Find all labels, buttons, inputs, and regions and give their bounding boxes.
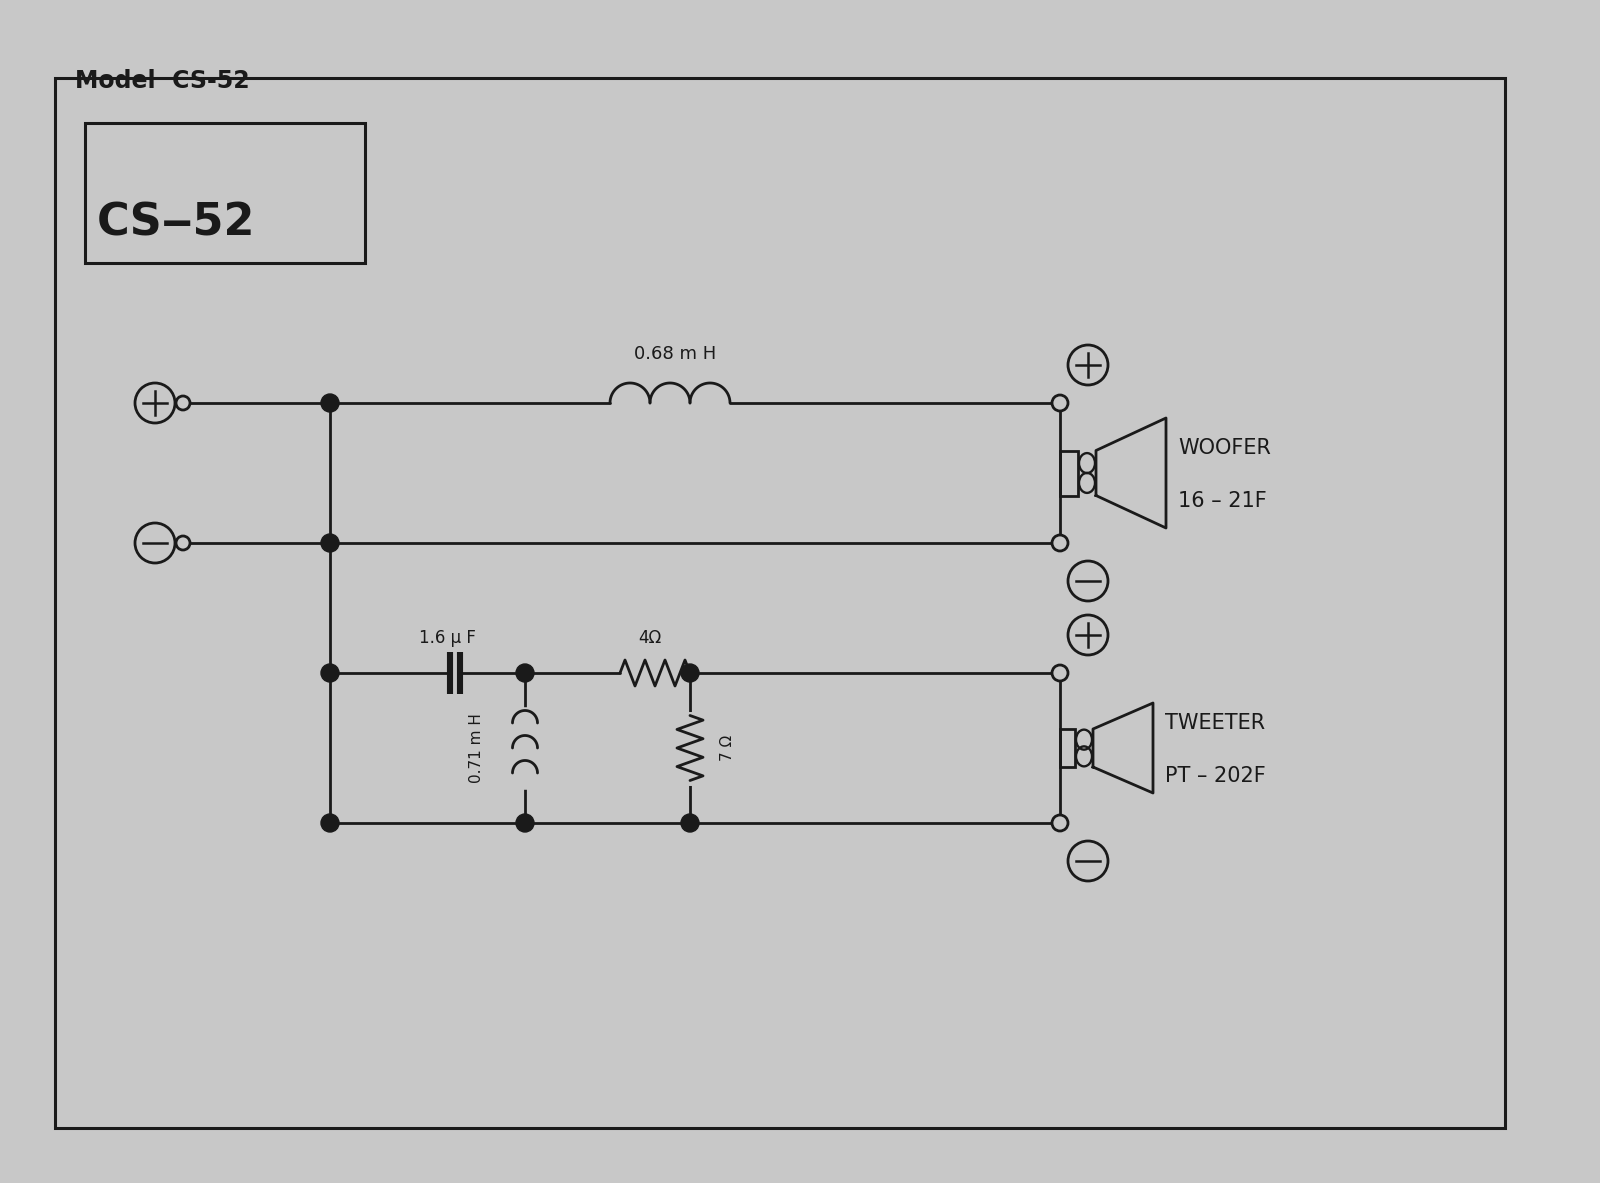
Text: TWEETER: TWEETER [1165,713,1266,733]
Bar [85,123,365,263]
Circle shape [515,664,534,683]
Text: 0.68 m H: 0.68 m H [634,345,717,363]
Circle shape [322,664,339,683]
Text: 4Ω: 4Ω [638,629,662,647]
Text: WOOFER: WOOFER [1178,438,1270,458]
Text: Model  CS-52: Model CS-52 [75,69,250,93]
Circle shape [1053,535,1069,551]
Circle shape [682,664,699,683]
Circle shape [176,536,190,550]
Text: 0.71 m H: 0.71 m H [469,713,485,783]
Text: PT – 202F: PT – 202F [1165,767,1266,786]
Text: 7 Ω: 7 Ω [720,735,736,761]
Circle shape [322,534,339,552]
Circle shape [1053,665,1069,681]
Circle shape [515,814,534,832]
Bar [1059,451,1078,496]
Bar [54,78,1506,1129]
Circle shape [682,814,699,832]
Circle shape [1053,815,1069,830]
Bar [1059,729,1075,767]
Circle shape [322,394,339,412]
Circle shape [1053,395,1069,411]
Text: 1.6 μ F: 1.6 μ F [419,629,475,647]
Text: CS‒52: CS‒52 [98,201,256,244]
Text: 16 – 21F: 16 – 21F [1178,491,1267,511]
Circle shape [176,396,190,411]
Circle shape [322,814,339,832]
